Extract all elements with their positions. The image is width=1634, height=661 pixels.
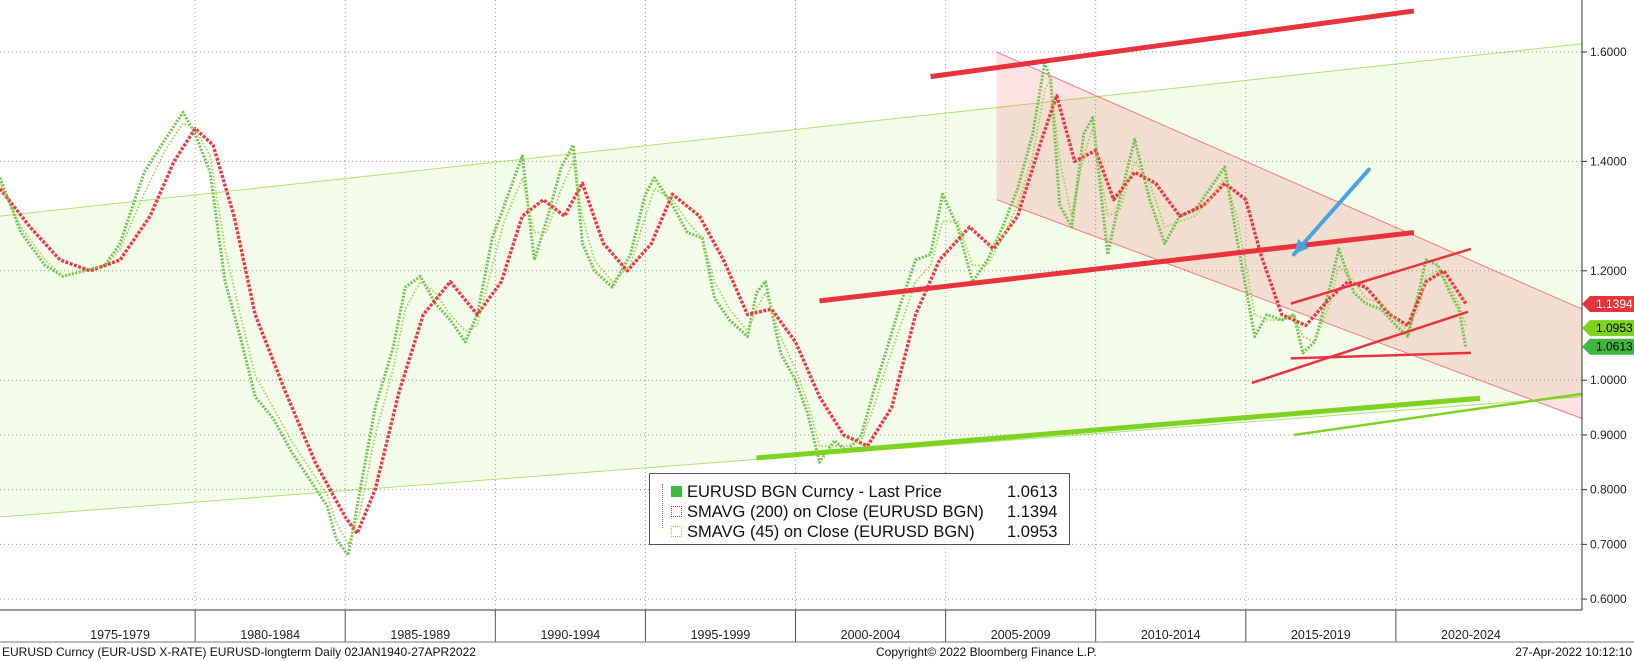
x-tick-label: 2010-2014 (1141, 628, 1201, 642)
legend-value: 1.0953 (1007, 523, 1058, 541)
last-value-tag-bg (1582, 320, 1634, 337)
x-tick-label: 1985-1989 (390, 628, 450, 642)
y-tick-label: 1.6000 (1590, 45, 1627, 59)
series-smavg-200-line (0, 94, 1468, 536)
price-series (0, 61, 1468, 557)
legend-row-smavg-200: SMAVG (200) on Close (EURUSD BGN) 1.1394 (650, 502, 1069, 522)
series-smavg-45-line (0, 78, 1467, 546)
legend-swatch-last-price (671, 486, 682, 497)
legend-swatch-smavg-45 (671, 526, 682, 537)
channel-band (0, 43, 1582, 517)
trend-line (819, 230, 1415, 304)
legend-row-smavg-45: SMAVG (45) on Close (EURUSD BGN) 1.0953 (650, 522, 1069, 542)
x-tick-label: 2015-2019 (1291, 628, 1351, 642)
trend-line (1290, 351, 1471, 360)
trend-line (1290, 247, 1472, 305)
footer-timestamp: 27-Apr-2022 10:12:10 (1515, 645, 1632, 659)
legend-tree-connector (662, 484, 664, 528)
channel-edge-upper (996, 51, 1583, 310)
trend-line (930, 8, 1415, 80)
last-value-tags: 1.1394 1.0953 1.0613 (1582, 295, 1634, 355)
y-tick-label: 0.7000 (1590, 537, 1627, 551)
y-tick-label: 1.4000 (1590, 154, 1627, 168)
legend: EURUSD BGN Curncy - Last Price 1.0613 SM… (649, 473, 1070, 545)
y-tick-label: 1.0000 (1590, 373, 1627, 387)
x-tick-label: 1975-1979 (90, 628, 150, 642)
last-value-tag-label: 1.1394 (1596, 297, 1633, 311)
last-value-tag-label: 1.0953 (1596, 321, 1633, 335)
legend-label: EURUSD BGN Curncy - Last Price (687, 483, 942, 501)
legend-row-last-price: EURUSD BGN Curncy - Last Price 1.0613 (650, 482, 1069, 502)
channel-bands (0, 43, 1583, 518)
x-tick-label: 1990-1994 (540, 628, 600, 642)
footer-security-info: EURUSD Curncy (EUR-USD X-RATE) EURUSD-lo… (2, 645, 476, 659)
legend-swatch-smavg-200 (671, 506, 682, 517)
y-tick-label: 0.6000 (1590, 592, 1627, 606)
series-last-price-line (0, 61, 1468, 557)
last-value-tag-label: 1.0613 (1596, 340, 1633, 354)
channel-band (996, 51, 1582, 419)
trend-lines (756, 8, 1583, 461)
legend-label: SMAVG (200) on Close (EURUSD BGN) (687, 503, 984, 521)
x-tick-label: 2020-2024 (1441, 628, 1501, 642)
channel-edge-upper (0, 43, 1583, 217)
x-tick-label: 1995-1999 (691, 628, 751, 642)
x-tick-label: 2005-2009 (991, 628, 1051, 642)
legend-value: 1.0613 (1007, 483, 1058, 501)
trend-line (1293, 392, 1583, 437)
channel-edge-lower (996, 199, 1583, 419)
y-tick-label: 0.8000 (1590, 483, 1627, 497)
last-value-tag-bg (1582, 295, 1634, 312)
axes: 0.6000 0.7000 0.8000 0.9000 1.0000 1.2000 1.40… (0, 0, 1634, 643)
annotation-arrow-head (1293, 238, 1309, 255)
footer-bar: EURUSD Curncy (EUR-USD X-RATE) EURUSD-lo… (0, 643, 1634, 661)
trend-line (1251, 310, 1469, 385)
legend-label: SMAVG (45) on Close (EURUSD BGN) (687, 523, 975, 541)
footer-copyright: Copyright© 2022 Bloomberg Finance L.P. (876, 645, 1097, 659)
x-tick-label: 1980-1984 (240, 628, 300, 642)
annotation-arrow-shaft (1291, 167, 1371, 257)
legend-value: 1.1394 (1007, 503, 1058, 521)
y-tick-label: 1.2000 (1590, 264, 1627, 278)
x-tick-label: 2000-2004 (841, 628, 901, 642)
y-tick-label: 0.9000 (1590, 428, 1627, 442)
last-value-tag-bg (1582, 338, 1634, 355)
price-chart: 0.6000 0.7000 0.8000 0.9000 1.0000 1.2000 1.40… (0, 0, 1634, 643)
trend-line (756, 395, 1481, 461)
